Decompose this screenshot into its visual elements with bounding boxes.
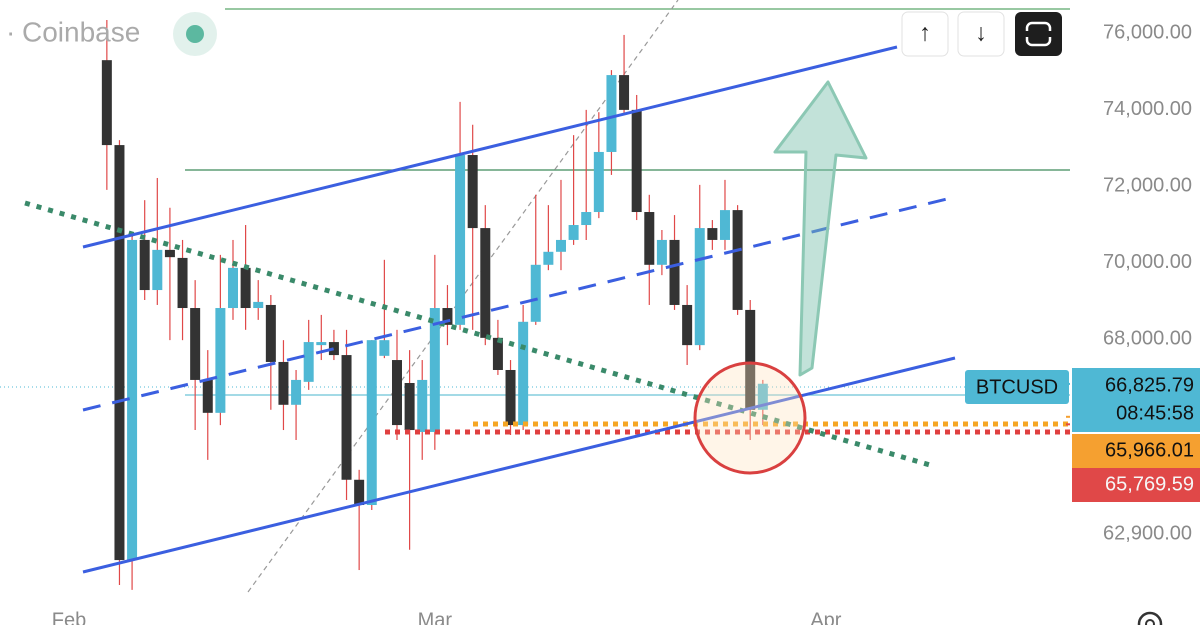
price-label: 66,825.79 xyxy=(1105,374,1194,396)
candle-body xyxy=(202,379,213,413)
channel-upper xyxy=(82,45,898,249)
candle-body xyxy=(656,239,667,265)
candle-body xyxy=(114,145,125,561)
y-tick-label: 72,000.00 xyxy=(1103,174,1192,196)
candle-body xyxy=(265,304,276,362)
candle-body xyxy=(417,379,428,432)
candle-body xyxy=(644,212,655,265)
button[interactable] xyxy=(957,11,1005,57)
x-tick-label: Feb xyxy=(52,609,86,625)
candle-body xyxy=(139,239,150,291)
diagonal-line xyxy=(247,0,679,593)
candle-body xyxy=(619,75,630,110)
candle-body xyxy=(152,249,163,291)
settings-icon[interactable] xyxy=(1145,619,1155,625)
symbol-label: BTCUSD xyxy=(976,376,1058,398)
status-dot xyxy=(186,25,204,43)
candle-body xyxy=(291,379,302,405)
candle-body xyxy=(555,239,566,252)
candle-body xyxy=(354,479,365,506)
candle-body xyxy=(694,228,705,346)
candle-body xyxy=(518,321,529,426)
candle-body xyxy=(606,75,617,152)
candle-body xyxy=(631,109,642,213)
candle-body xyxy=(669,239,680,305)
x-tick-label: Apr xyxy=(810,609,841,625)
candle-body xyxy=(379,340,390,356)
candle-body xyxy=(341,355,352,480)
candle-body xyxy=(101,60,112,146)
candle-body xyxy=(303,342,314,382)
price-label: 65,769.59 xyxy=(1105,473,1194,495)
candles xyxy=(101,20,768,590)
channel-lower xyxy=(82,356,956,574)
candle-body xyxy=(732,210,743,310)
candle-body xyxy=(480,228,491,338)
candle-body xyxy=(366,340,377,506)
price-label: 65,966.01 xyxy=(1105,439,1194,461)
candle-body xyxy=(127,239,138,561)
y-tick-label: 76,000.00 xyxy=(1103,21,1192,43)
symbol-tag xyxy=(965,370,1069,404)
drawings xyxy=(0,0,1070,593)
price-tag xyxy=(1072,368,1200,432)
countdown-label: 08:45:58 xyxy=(1116,402,1194,424)
candle-body xyxy=(240,267,251,309)
candle-body xyxy=(581,212,592,226)
candle-body xyxy=(745,309,756,410)
candle-body xyxy=(177,257,188,309)
candle-body xyxy=(391,360,402,426)
highlight-circle xyxy=(693,361,807,475)
candle-body xyxy=(253,301,264,309)
source-label: Coinbase xyxy=(22,16,140,47)
drawings xyxy=(24,45,1070,574)
candle-body xyxy=(593,151,604,213)
y-tick-label: 62,900.00 xyxy=(1103,522,1192,544)
candle-body xyxy=(429,308,440,432)
y-tick-label: 70,000.00 xyxy=(1103,251,1192,273)
candle-body xyxy=(328,342,339,356)
candle-body xyxy=(682,304,693,346)
candle-body xyxy=(505,369,516,426)
y-axis: 76,000.00 74,000.00 72,000.00 70,000.00 68,0… xyxy=(1066,21,1192,544)
up-arrow xyxy=(773,80,868,377)
candle-body xyxy=(227,267,238,309)
candle-body xyxy=(215,308,226,413)
candle-body xyxy=(543,251,554,265)
candle-body xyxy=(278,361,289,405)
candle-body xyxy=(190,308,201,380)
candle-body xyxy=(404,382,415,431)
candle-body xyxy=(492,337,503,370)
button-label[interactable]: ↓ xyxy=(975,19,987,46)
settings-icon[interactable] xyxy=(1137,611,1163,625)
candle-body xyxy=(530,264,541,322)
price-axis xyxy=(1070,0,1200,625)
button[interactable] xyxy=(901,11,949,57)
y-tick-label: 68,000.00 xyxy=(1103,327,1192,349)
candle-body xyxy=(442,308,453,325)
trend-line xyxy=(24,200,931,468)
bullet: · xyxy=(6,16,15,47)
candle-body xyxy=(568,225,579,240)
settings-icon[interactable] xyxy=(1137,611,1163,625)
candle-body xyxy=(757,383,768,410)
price-tag xyxy=(1072,468,1200,502)
y-tick-label: 74,000.00 xyxy=(1103,98,1192,120)
candle-body xyxy=(164,249,175,258)
candle-body xyxy=(316,342,327,346)
price-tag xyxy=(1072,434,1200,468)
button-label[interactable]: ↑ xyxy=(919,19,931,46)
candle-body xyxy=(455,155,466,325)
x-tick-label: Mar xyxy=(418,609,453,625)
x-axis: Feb Mar Apr xyxy=(52,609,842,625)
candle-body xyxy=(719,210,730,240)
candle-body xyxy=(467,155,478,229)
candle-body xyxy=(707,228,718,240)
